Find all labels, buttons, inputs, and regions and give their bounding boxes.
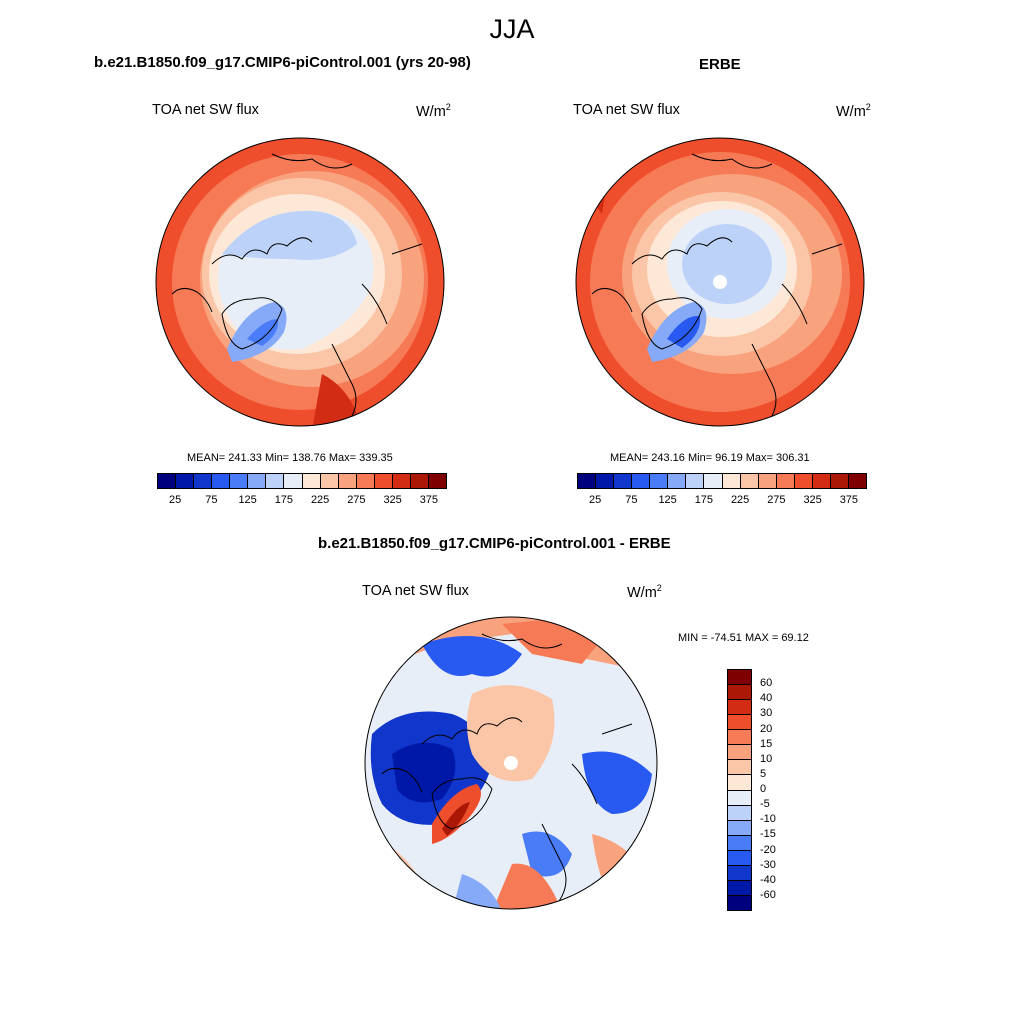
colorbar-cell (728, 820, 751, 836)
colorbar-tick-label: 75 (625, 494, 638, 506)
colorbar-tick-label: 5 (760, 767, 767, 780)
colorbar-cell (830, 474, 849, 488)
panel-2-unit: W/m2 (836, 102, 871, 120)
colorbar-cell (248, 474, 267, 488)
colorbar-cell (392, 474, 411, 488)
panel-1-stats: MEAN= 241.33 Min= 138.76 Max= 339.35 (187, 452, 393, 464)
colorbar-tick-label: 75 (205, 494, 218, 506)
panel-2-colorbar (577, 473, 867, 489)
colorbar-cell (728, 745, 751, 761)
colorbar-tick-label: -15 (760, 828, 776, 841)
colorbar-tick-label: -5 (760, 798, 770, 811)
colorbar-tick-label: -40 (760, 873, 776, 886)
colorbar-tick-label: 0 (760, 783, 767, 795)
colorbar-tick-label: -60 (760, 888, 776, 901)
colorbar-cell (356, 474, 375, 488)
colorbar-cell (728, 700, 751, 716)
colorbar-cell (596, 474, 615, 488)
colorbar-cell (728, 790, 751, 806)
colorbar-tick-label: 20 (760, 722, 773, 735)
panel-3-colorbar (727, 669, 752, 911)
colorbar-cell (728, 685, 751, 701)
colorbar-cell (578, 474, 597, 488)
colorbar-cell (266, 474, 285, 488)
colorbar-tick-label: 225 (730, 494, 750, 506)
colorbar-tick-label: -30 (760, 858, 776, 871)
colorbar-cell (728, 835, 751, 851)
colorbar-cell (728, 805, 751, 821)
colorbar-cell (650, 474, 669, 488)
figure-title: JJA (489, 14, 535, 44)
colorbar-tick-label: -20 (760, 843, 776, 856)
colorbar-tick-label: 15 (760, 737, 773, 750)
colorbar-cell (794, 474, 813, 488)
colorbar-cell (410, 474, 429, 488)
panel-1-title: b.e21.B1850.f09_g17.CMIP6-piControl.001 … (94, 54, 471, 71)
colorbar-tick-label: 30 (760, 707, 773, 720)
panel-3-polar-map (364, 616, 658, 910)
panel-3-title: b.e21.B1850.f09_g17.CMIP6-piControl.001 … (318, 535, 671, 552)
colorbar-cell (728, 865, 751, 881)
panel-1-unit: W/m2 (416, 102, 451, 120)
colorbar-cell (728, 880, 751, 896)
colorbar-cell (728, 715, 751, 731)
colorbar-tick-label: -10 (760, 813, 776, 826)
colorbar-cell (284, 474, 303, 488)
colorbar-cell (812, 474, 831, 488)
colorbar-tick-label: 125 (238, 494, 257, 506)
colorbar-cell (704, 474, 723, 488)
colorbar-tick-label: 25 (169, 494, 182, 506)
colorbar-cell (632, 474, 651, 488)
colorbar-cell (728, 895, 751, 910)
colorbar-cell (776, 474, 795, 488)
colorbar-tick-label: 125 (658, 494, 677, 506)
colorbar-tick-label: 60 (760, 677, 773, 690)
colorbar-tick-label: 10 (760, 752, 773, 765)
colorbar-cell (728, 775, 751, 791)
colorbar-tick-label: 375 (419, 494, 439, 506)
panel-2-stats: MEAN= 243.16 Min= 96.19 Max= 306.31 (610, 452, 810, 464)
panel-1-polar-map (155, 137, 445, 427)
colorbar-cell (728, 760, 751, 776)
colorbar-tick-label: 225 (310, 494, 330, 506)
panel-2-variable: TOA net SW flux (573, 102, 680, 118)
panel-2-polar-map (575, 137, 865, 427)
colorbar-cell (194, 474, 213, 488)
colorbar-cell (728, 730, 751, 746)
colorbar-tick-label: 275 (767, 494, 786, 506)
colorbar-cell (176, 474, 195, 488)
colorbar-cell (728, 670, 751, 686)
colorbar-cell (428, 474, 446, 488)
colorbar-tick-label: 25 (589, 494, 602, 506)
colorbar-cell (320, 474, 339, 488)
colorbar-cell (740, 474, 759, 488)
colorbar-tick-label: 325 (803, 494, 822, 506)
colorbar-cell (212, 474, 231, 488)
panel-3-stats: MIN = -74.51 MAX = 69.12 (678, 632, 809, 644)
colorbar-cell (338, 474, 357, 488)
panel-1-variable: TOA net SW flux (152, 102, 259, 118)
colorbar-cell (722, 474, 741, 488)
colorbar-tick-label: 375 (839, 494, 859, 506)
colorbar-cell (668, 474, 687, 488)
colorbar-tick-label: 275 (347, 494, 366, 506)
panel-3-unit: W/m2 (627, 583, 662, 601)
colorbar-cell (158, 474, 177, 488)
colorbar-tick-label: 175 (274, 494, 294, 506)
colorbar-cell (230, 474, 249, 488)
colorbar-cell (758, 474, 777, 488)
panel-2-title: ERBE (699, 56, 741, 73)
colorbar-cell (848, 474, 866, 488)
colorbar-cell (686, 474, 705, 488)
colorbar-cell (614, 474, 633, 488)
colorbar-cell (728, 850, 751, 866)
colorbar-tick-label: 40 (760, 692, 773, 705)
colorbar-cell (374, 474, 393, 488)
colorbar-tick-label: 325 (383, 494, 402, 506)
colorbar-cell (302, 474, 321, 488)
panel-1-colorbar (157, 473, 447, 489)
colorbar-tick-label: 175 (694, 494, 714, 506)
panel-3-variable: TOA net SW flux (362, 583, 469, 599)
